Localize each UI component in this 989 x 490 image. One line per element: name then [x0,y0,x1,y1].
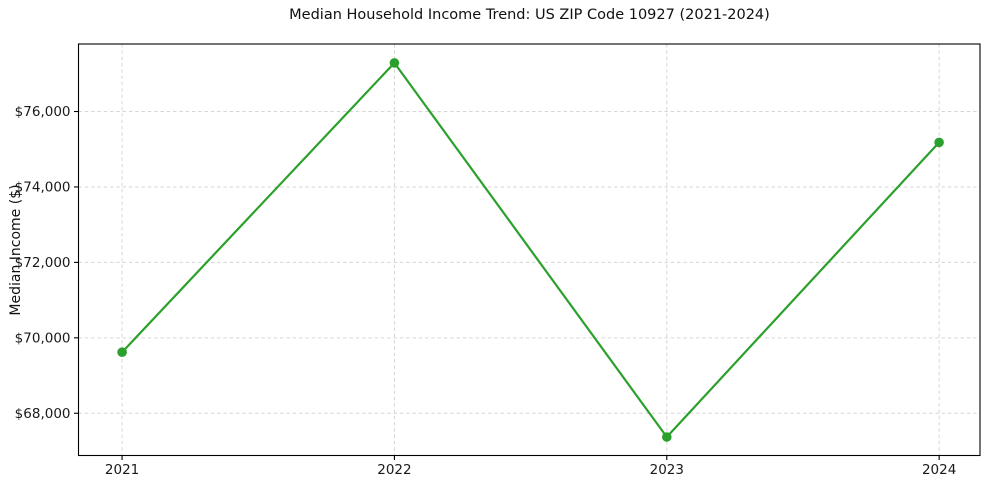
y-tick-label: $76,000 [15,104,71,120]
x-tick-label: 2023 [650,462,684,478]
x-tick-label: 2024 [922,462,956,478]
plot-border [77,43,981,457]
data-point-2021 [117,347,127,358]
y-tick-label: $70,000 [15,331,71,347]
data-point-2024 [934,137,944,148]
y-tick-label: $72,000 [15,255,71,271]
y-tick-label: $74,000 [15,180,71,196]
trend-line [120,61,941,439]
x-tick-label: 2022 [377,462,411,478]
data-point-2023 [662,432,672,442]
y-tick-label: $68,000 [15,406,71,422]
x-tick-label: 2021 [105,462,139,478]
chart-title: Median Household Income Trend: US ZIP Co… [289,7,770,23]
data-point-2022 [389,58,400,68]
